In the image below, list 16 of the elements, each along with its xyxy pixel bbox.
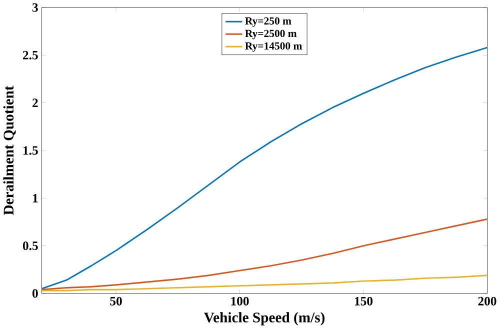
y-tick-label: 1 [32,194,38,202]
legend-label: Ry=2500 m [245,30,297,40]
y-tick-label: 2 [32,98,38,108]
x-tick-label: 200 [478,297,496,306]
y-tick-label: 1.5 [23,146,38,155]
y-tick-label: 2.5 [23,51,38,60]
y-tick-label: 0.5 [22,242,38,250]
x-tick-label: 50 [110,297,122,306]
y-tick-label: 0 [32,289,38,298]
x-tick-label: 100 [231,297,249,306]
x-tick-label: 150 [355,297,373,306]
legend-label: Ry=14500 m [245,42,302,52]
y-axis-title: Derailment Quotient [3,86,16,216]
x-axis-title: Vehicle Speed (m/s) [204,312,325,326]
y-tick-label: 3 [32,3,38,12]
legend-label: Ry=250 m [245,18,292,27]
